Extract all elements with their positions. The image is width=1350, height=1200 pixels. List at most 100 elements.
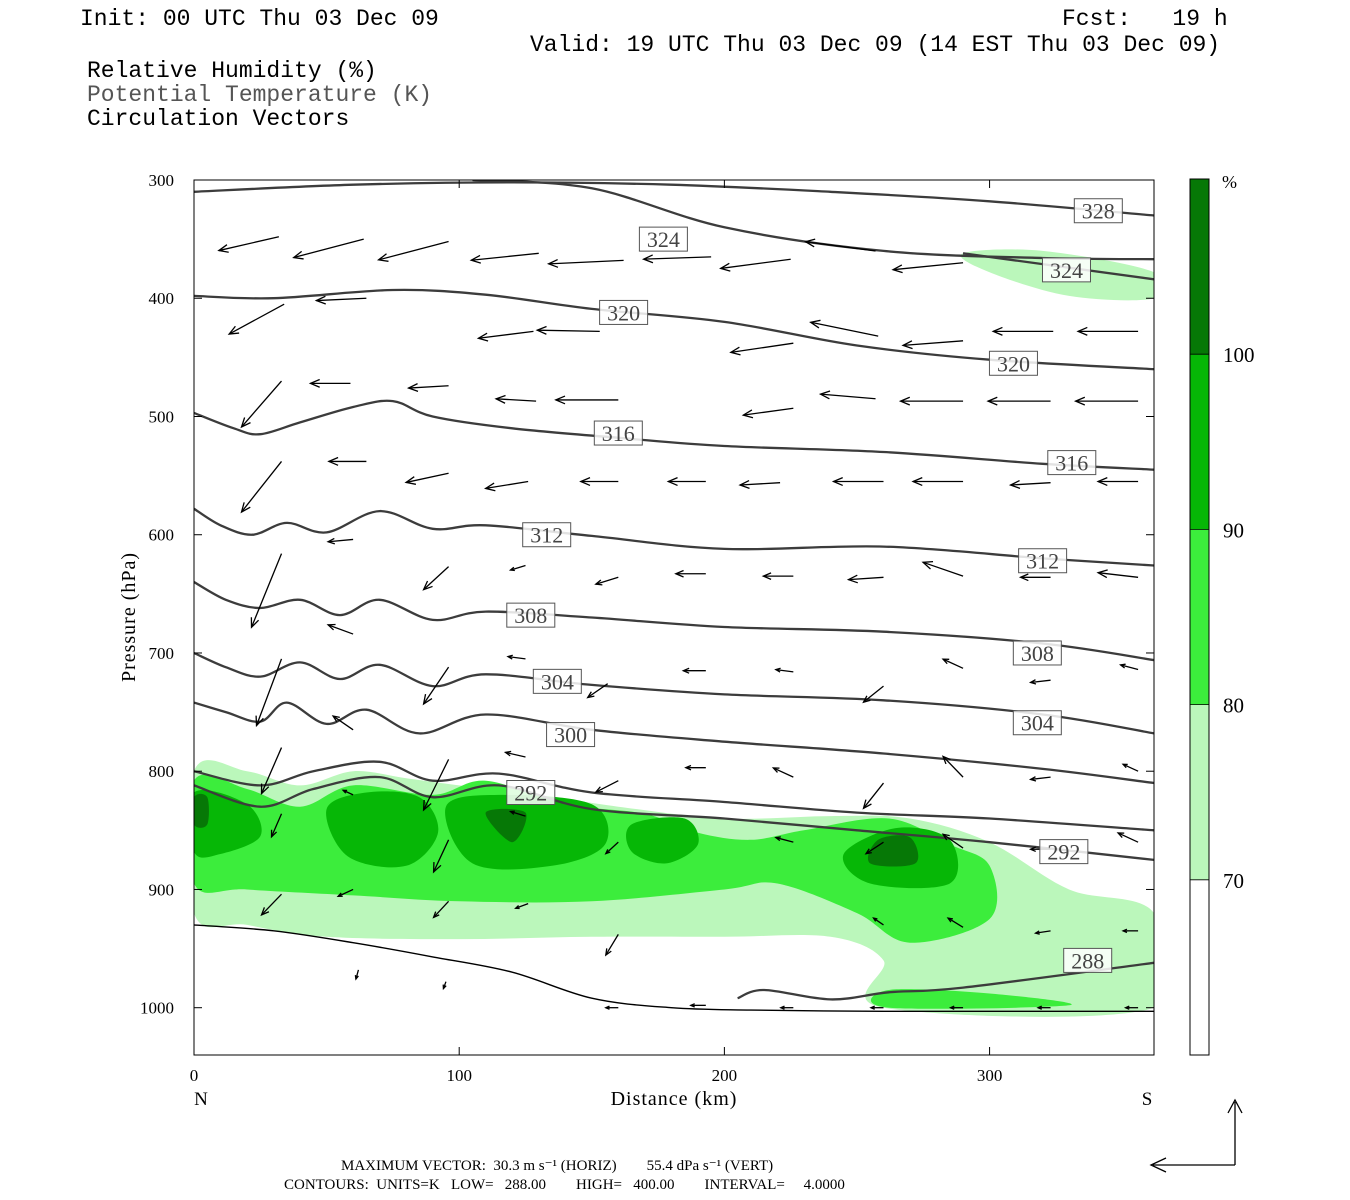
x-tick-label: 100: [446, 1066, 472, 1085]
vector-arrow: [432, 900, 450, 919]
vector-arrow: [1018, 573, 1051, 582]
vector-arrow: [666, 477, 706, 487]
vector-arrow: [991, 326, 1054, 336]
vector-arrow: [872, 917, 884, 926]
y-tick-label: 300: [149, 171, 175, 190]
colorbar-level-label: 80: [1223, 694, 1244, 718]
contour-label-324: 324: [647, 227, 680, 252]
vector-arrow: [404, 472, 449, 485]
reference-vector-icon: [1149, 1098, 1243, 1173]
rh-region-90: [326, 791, 439, 868]
y-tick-label: 700: [149, 644, 175, 663]
colorbar-swatch: [1190, 179, 1209, 355]
colorbar-swatch: [1190, 529, 1209, 705]
contour-label-308: 308: [514, 603, 547, 628]
contour-label-box: [1063, 947, 1113, 973]
contour-label-288: 288: [1071, 948, 1104, 973]
rh-region-90: [194, 789, 262, 858]
contour-label-box: [1039, 839, 1089, 865]
vector-arrow: [1008, 480, 1051, 489]
contour-label-box: [638, 226, 688, 252]
vector-arrow: [864, 841, 884, 855]
y-tick-label: 1000: [140, 999, 174, 1018]
vector-arrow: [586, 683, 609, 699]
contour-label-292: 292: [1047, 840, 1080, 865]
vector-arrow: [941, 755, 964, 778]
rh-shading: [194, 249, 1154, 1017]
contour-label-box: [546, 722, 596, 748]
vector-arrow: [738, 480, 781, 489]
contour-label-box: [506, 602, 556, 628]
field-label-rh: Relative Humidity (%): [87, 58, 377, 84]
theta-contour-288: [737, 961, 1154, 1001]
theta-contour-308: [194, 580, 1154, 662]
x-tick-label: 200: [712, 1066, 738, 1085]
contour-label-300: 300: [554, 723, 587, 748]
x-tick-label: 300: [977, 1066, 1003, 1085]
colorbar-swatch: [1190, 879, 1209, 1055]
max-vector-note: MAXIMUM VECTOR: 30.3 m s⁻¹ (HORIZ) 55.4 …: [341, 1158, 774, 1174]
vector-arrow: [1033, 930, 1051, 935]
vector-arrow: [921, 560, 964, 577]
contour-label-box: [1012, 710, 1062, 736]
vector-arrow: [901, 340, 964, 350]
vector-arrow: [331, 715, 354, 731]
rh-region-100: [194, 793, 209, 828]
theta-contour-292: [194, 760, 1154, 832]
vector-arrow: [217, 236, 280, 253]
contour-label-320: 320: [997, 351, 1030, 376]
vector-arrow: [831, 477, 884, 487]
vector-arrow: [911, 477, 964, 487]
vector-arrow: [986, 396, 1051, 406]
vector-arrow: [1028, 776, 1051, 782]
theta-contour-328: [194, 181, 1154, 217]
vector-arrow: [681, 667, 706, 674]
contour-label-328: 328: [1082, 199, 1115, 224]
vector-arrow: [803, 238, 876, 252]
contour-label-box: [532, 668, 582, 694]
vector-arrow: [514, 903, 529, 910]
vector-arrow: [809, 319, 879, 337]
vector-arrow: [941, 833, 964, 849]
vector-arrow: [1096, 477, 1139, 487]
contour-label-box: [1073, 198, 1123, 224]
x-axis-title: Distance (km): [611, 1088, 738, 1110]
contour-label-316: 316: [1055, 451, 1088, 476]
y-tick-label: 500: [149, 407, 175, 426]
vector-arrow: [270, 813, 283, 839]
forecast-hour: Fcst: 19 h: [1062, 6, 1228, 32]
contour-label-324: 324: [1050, 258, 1083, 283]
vector-arrow: [508, 564, 526, 572]
vector-arrow: [240, 380, 283, 429]
vector-arrow: [684, 764, 706, 771]
vector-arrow: [1036, 1005, 1051, 1010]
vector-arrow: [354, 969, 360, 981]
contour-label-box: [1041, 257, 1091, 283]
vector-arrow: [846, 574, 884, 584]
contour-label-box: [599, 299, 649, 325]
vector-arrow: [255, 658, 283, 728]
vector-arrow: [326, 537, 354, 545]
vector-arrow: [422, 666, 450, 706]
vector-arrow: [1121, 763, 1139, 772]
vector-arrow: [432, 839, 450, 874]
rh-region-100: [485, 808, 527, 843]
vector-arrow: [314, 295, 367, 305]
vector-arrow: [240, 461, 283, 514]
vector-arrow: [818, 390, 876, 400]
plot-frame: [193, 179, 1155, 1056]
colorbar-swatch: [1190, 704, 1209, 880]
vector-arrow: [327, 456, 367, 466]
vector-arrow: [774, 836, 794, 843]
vector-arrow: [554, 395, 619, 405]
colorbar-swatch: [1190, 354, 1209, 530]
colorbar-level-label: 100: [1223, 343, 1255, 367]
vector-arrow: [869, 1005, 884, 1010]
y-axis-title: Pressure (hPa): [118, 552, 140, 682]
vector-arrow: [422, 759, 450, 812]
contour-label-320: 320: [607, 300, 640, 325]
vector-arrow: [891, 262, 964, 274]
vector-arrow: [376, 240, 449, 262]
vector-arrow: [535, 325, 600, 335]
